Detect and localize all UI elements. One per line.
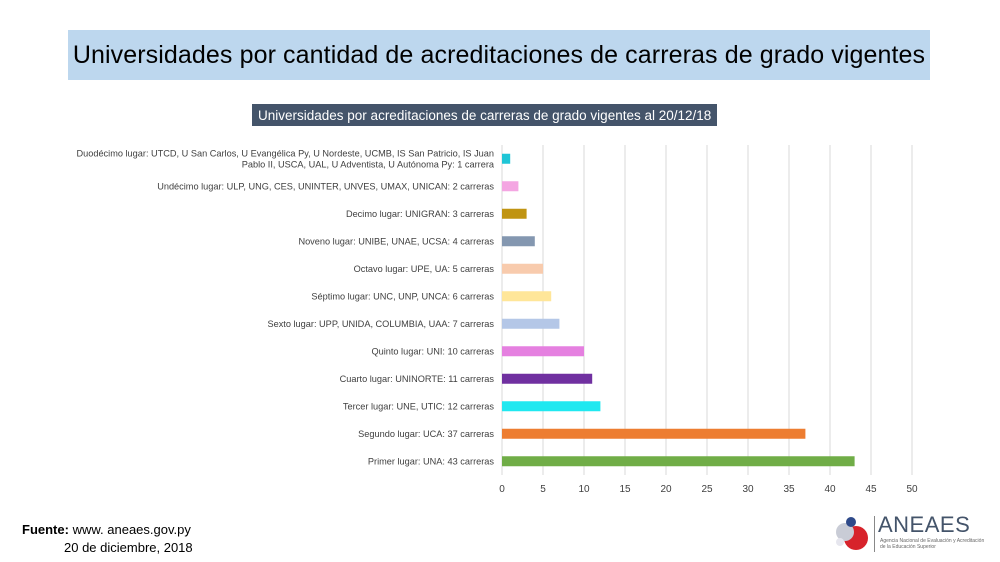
x-tick-label-15: 15: [619, 484, 631, 495]
bar-6: [502, 291, 552, 302]
x-tick-label-50: 50: [906, 484, 918, 495]
category-label-11: Segundo lugar: UCA: 37 carreras: [358, 429, 494, 439]
bar-8: [502, 346, 584, 357]
x-tick-label-30: 30: [742, 484, 754, 495]
category-label-9: Cuarto lugar: UNINORTE: 11 carreras: [340, 374, 495, 384]
bar-2: [502, 181, 519, 192]
x-tick-label-35: 35: [783, 484, 795, 495]
bar-7: [502, 318, 560, 329]
bar-4: [502, 236, 535, 247]
bar-9: [502, 373, 593, 384]
category-label-3: Decimo lugar: UNIGRAN: 3 carreras: [346, 209, 494, 219]
category-label-2: Undécimo lugar: ULP, UNG, CES, UNINTER, …: [157, 181, 494, 191]
source-url: www. aneaes.gov.py: [72, 522, 191, 537]
x-tick-label-10: 10: [578, 484, 590, 495]
category-label-4: Noveno lugar: UNIBE, UNAE, UCSA: 4 carre…: [298, 236, 494, 246]
category-label-5: Octavo lugar: UPE, UA: 5 carreras: [354, 264, 495, 274]
bar-3: [502, 208, 527, 219]
aneaes-logo: ANEAES Agencia Nacional de Evaluación y …: [830, 512, 990, 556]
category-label-7: Sexto lugar: UPP, UNIDA, COLUMBIA, UAA: …: [267, 319, 494, 329]
bar-5: [502, 263, 543, 274]
bar-12: [502, 456, 855, 467]
chart-title: Universidades por acreditaciones de carr…: [252, 104, 718, 126]
category-label-1: Duodécimo lugar: UTCD, U San Carlos, U E…: [76, 148, 494, 169]
category-label-8: Quinto lugar: UNI: 10 carreras: [371, 346, 494, 356]
slide-title: Universidades por cantidad de acreditaci…: [68, 30, 930, 80]
category-label-6: Séptimo lugar: UNC, UNP, UNCA: 6 carrera…: [311, 291, 494, 301]
x-tick-label-5: 5: [540, 484, 546, 495]
x-tick-label-0: 0: [499, 484, 505, 495]
source-label: Fuente:: [22, 522, 69, 537]
x-tick-label-20: 20: [660, 484, 672, 495]
x-tick-label-25: 25: [701, 484, 713, 495]
bar-11: [502, 428, 806, 439]
category-label-12: Primer lugar: UNA: 43 carreras: [368, 456, 495, 466]
source-note: Fuente: www. aneaes.gov.py 20 de diciemb…: [22, 521, 193, 557]
aneaes-emblem-icon: [836, 517, 868, 550]
source-date: 20 de diciembre, 2018: [64, 540, 193, 555]
x-tick-label-45: 45: [865, 484, 877, 495]
logo-divider: [874, 516, 875, 552]
bar-10: [502, 401, 601, 412]
x-tick-label-40: 40: [824, 484, 836, 495]
category-label-10: Tercer lugar: UNE, UTIC: 12 carreras: [343, 401, 495, 411]
bar-1: [502, 153, 511, 164]
logo-subtitle: Agencia Nacional de Evaluación y Acredit…: [880, 538, 985, 550]
logo-name: ANEAES: [878, 512, 971, 537]
